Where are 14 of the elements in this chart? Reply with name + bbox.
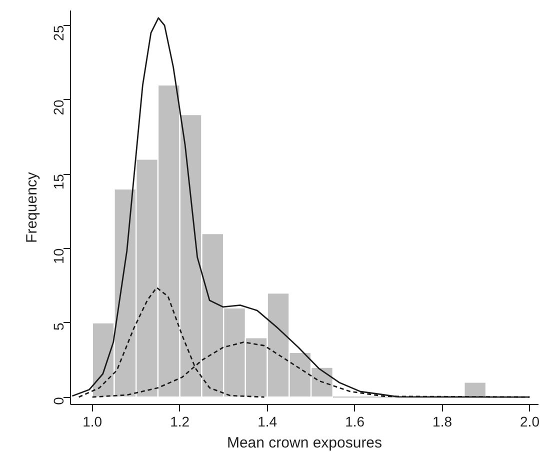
y-axis-title: Frequency [24,172,40,243]
y-tick-label: 5 [50,322,66,331]
y-tick-label: 25 [50,25,66,41]
y-tick-label: 10 [50,248,66,264]
y-tick-label: 0 [50,396,66,405]
y-tick-label: 15 [50,174,66,190]
x-axis-title: Mean crown exposures [226,434,382,452]
x-tick-label: 1.2 [170,414,190,430]
x-tick-label: 2.0 [520,414,540,430]
x-tick-label: 1.6 [345,414,365,430]
y-tick-label: 20 [50,99,66,116]
x-tick-label: 1.0 [82,414,102,430]
x-tick-label: 1.8 [432,414,452,430]
x-tick-label: 1.4 [258,414,278,430]
